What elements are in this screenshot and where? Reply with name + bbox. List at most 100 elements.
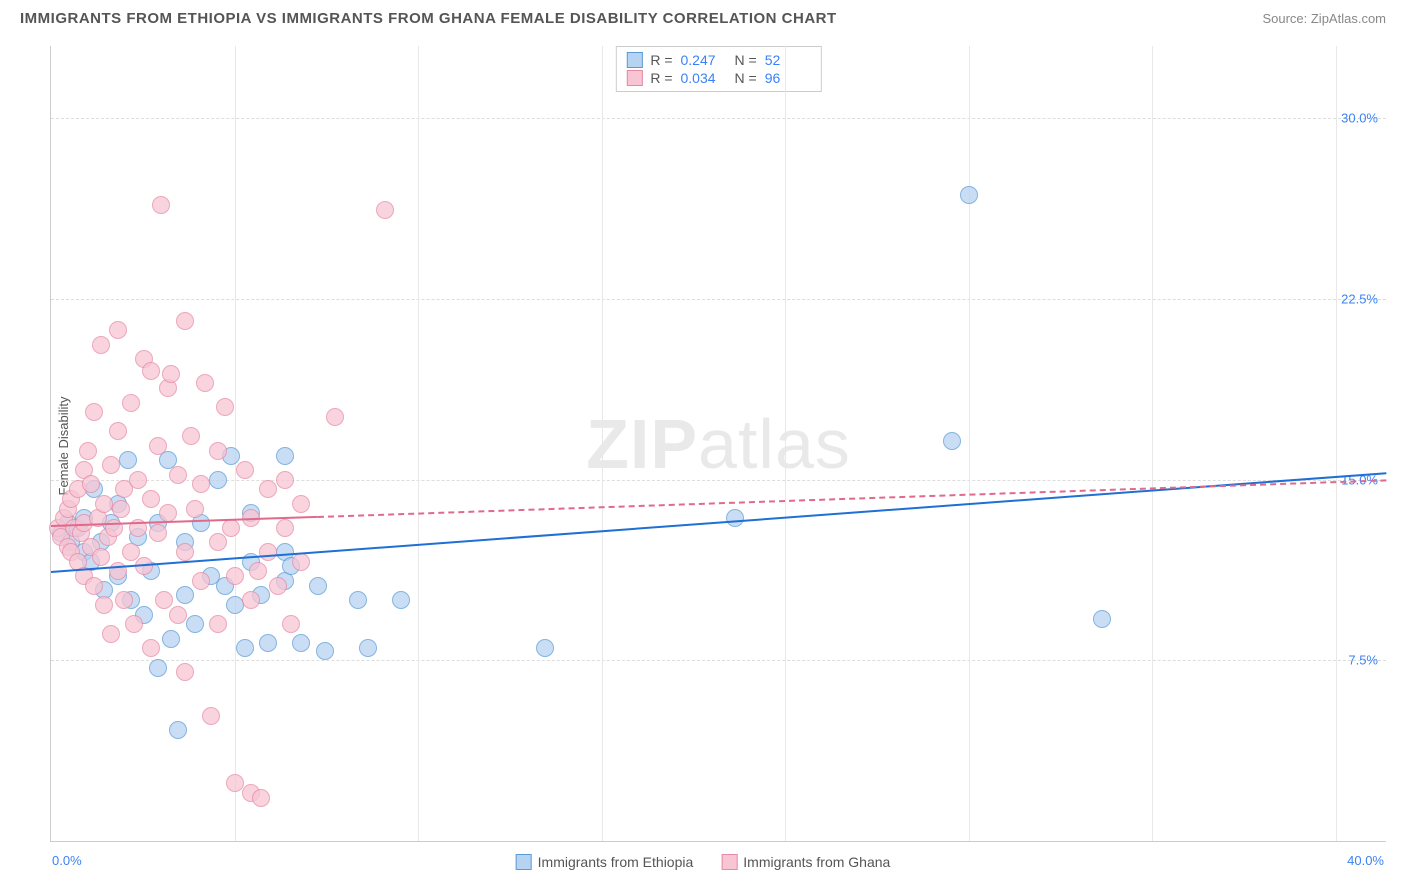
- x-tick-label: 0.0%: [52, 853, 82, 868]
- data-point: [192, 572, 210, 590]
- stat-n-value: 52: [765, 52, 811, 68]
- data-point: [259, 634, 277, 652]
- data-point: [276, 447, 294, 465]
- y-tick-label: 7.5%: [1348, 653, 1378, 668]
- data-point: [216, 398, 234, 416]
- data-point: [152, 196, 170, 214]
- data-point: [226, 774, 244, 792]
- data-point: [162, 365, 180, 383]
- data-point: [115, 591, 133, 609]
- gridline-v: [1336, 46, 1337, 841]
- data-point: [186, 500, 204, 518]
- data-point: [276, 519, 294, 537]
- data-point: [292, 553, 310, 571]
- data-point: [269, 577, 287, 595]
- stats-row: R = 0.247 N = 52: [626, 51, 810, 69]
- data-point: [176, 312, 194, 330]
- data-point: [79, 442, 97, 460]
- gridline-v: [418, 46, 419, 841]
- data-point: [109, 321, 127, 339]
- data-point: [236, 639, 254, 657]
- data-point: [176, 586, 194, 604]
- data-point: [119, 451, 137, 469]
- data-point: [259, 480, 277, 498]
- data-point: [105, 519, 123, 537]
- legend-swatch: [626, 70, 642, 86]
- data-point: [112, 500, 130, 518]
- data-point: [192, 475, 210, 493]
- data-point: [159, 504, 177, 522]
- legend-label: Immigrants from Ghana: [743, 854, 890, 870]
- data-point: [392, 591, 410, 609]
- y-tick-label: 22.5%: [1341, 291, 1378, 306]
- data-point: [169, 721, 187, 739]
- gridline-h: [51, 299, 1386, 300]
- data-point: [122, 394, 140, 412]
- data-point: [282, 615, 300, 633]
- data-point: [202, 707, 220, 725]
- stat-n-label: N =: [735, 70, 757, 86]
- data-point: [95, 495, 113, 513]
- data-point: [292, 495, 310, 513]
- data-point: [82, 475, 100, 493]
- data-point: [176, 543, 194, 561]
- data-point: [149, 437, 167, 455]
- gridline-h: [51, 660, 1386, 661]
- data-point: [149, 659, 167, 677]
- gridline-v: [969, 46, 970, 841]
- data-point: [226, 567, 244, 585]
- data-point: [85, 577, 103, 595]
- data-point: [109, 422, 127, 440]
- data-point: [1093, 610, 1111, 628]
- legend-item: Immigrants from Ghana: [721, 854, 890, 870]
- data-point: [242, 591, 260, 609]
- data-point: [169, 606, 187, 624]
- data-point: [92, 336, 110, 354]
- bottom-legend: Immigrants from Ethiopia Immigrants from …: [516, 854, 891, 870]
- data-point: [125, 615, 143, 633]
- data-point: [209, 442, 227, 460]
- correlation-stats-box: R = 0.247 N = 52 R = 0.034 N = 96: [615, 46, 821, 92]
- data-point: [142, 639, 160, 657]
- data-point: [155, 591, 173, 609]
- stat-n-label: N =: [735, 52, 757, 68]
- data-point: [162, 630, 180, 648]
- data-point: [960, 186, 978, 204]
- stat-r-value: 0.034: [681, 70, 727, 86]
- data-point: [182, 427, 200, 445]
- data-point: [196, 374, 214, 392]
- stat-r-value: 0.247: [681, 52, 727, 68]
- y-tick-label: 30.0%: [1341, 111, 1378, 126]
- gridline-v: [1152, 46, 1153, 841]
- data-point: [186, 615, 204, 633]
- gridline-h: [51, 118, 1386, 119]
- stat-r-label: R =: [650, 52, 672, 68]
- data-point: [222, 519, 240, 537]
- legend-item: Immigrants from Ethiopia: [516, 854, 694, 870]
- data-point: [259, 543, 277, 561]
- stat-n-value: 96: [765, 70, 811, 86]
- data-point: [92, 548, 110, 566]
- stat-r-label: R =: [650, 70, 672, 86]
- data-point: [226, 596, 244, 614]
- gridline-v: [235, 46, 236, 841]
- legend-swatch: [721, 854, 737, 870]
- data-point: [943, 432, 961, 450]
- gridline-v: [602, 46, 603, 841]
- data-point: [252, 789, 270, 807]
- data-point: [129, 471, 147, 489]
- data-point: [209, 471, 227, 489]
- data-point: [169, 466, 187, 484]
- chart-title: IMMIGRANTS FROM ETHIOPIA VS IMMIGRANTS F…: [20, 10, 837, 27]
- data-point: [102, 456, 120, 474]
- data-point: [309, 577, 327, 595]
- legend-label: Immigrants from Ethiopia: [538, 854, 694, 870]
- data-point: [149, 524, 167, 542]
- watermark: ZIPatlas: [586, 404, 851, 484]
- data-point: [102, 625, 120, 643]
- gridline-h: [51, 480, 1386, 481]
- data-point: [142, 362, 160, 380]
- data-point: [349, 591, 367, 609]
- data-point: [236, 461, 254, 479]
- data-point: [316, 642, 334, 660]
